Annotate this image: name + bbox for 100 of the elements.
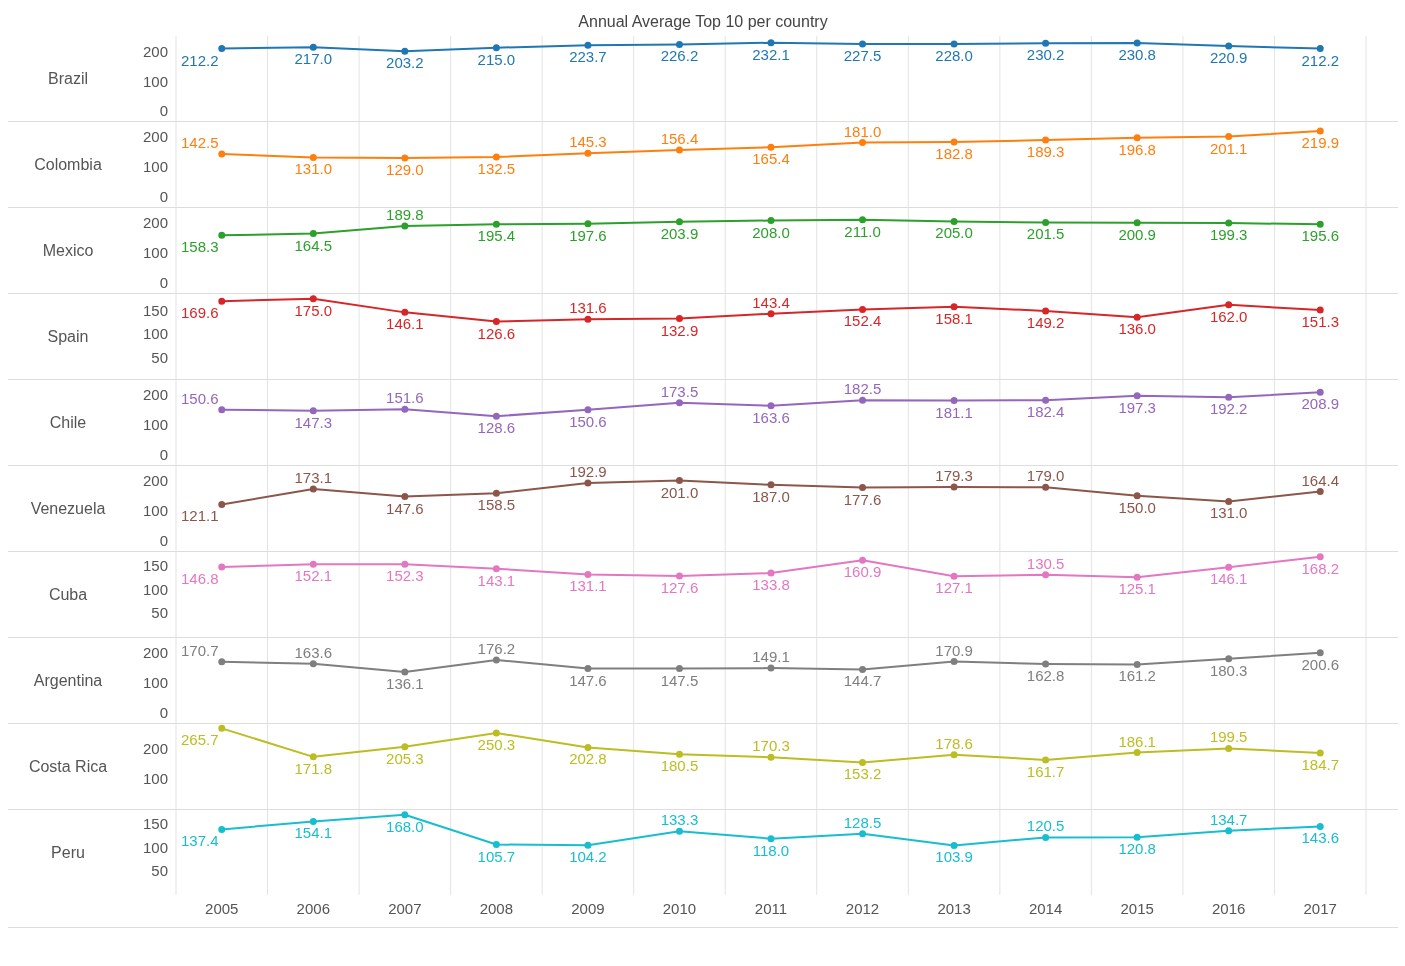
- data-label: 136.1: [386, 674, 424, 692]
- y-axis-title: Colombia: [33, 154, 103, 175]
- data-label: 173.5: [660, 382, 699, 400]
- y-tick-label: 200: [142, 472, 168, 490]
- y-tick-label: 100: [142, 244, 168, 262]
- data-label: 201.0: [660, 483, 699, 501]
- data-label: 163.6: [294, 643, 333, 661]
- data-label: 149.1: [752, 648, 790, 666]
- data-label: 143.4: [752, 293, 790, 311]
- data-label: 143.1: [477, 571, 516, 589]
- y-tick-label: 100: [142, 158, 168, 176]
- data-label: 168.2: [1301, 559, 1339, 577]
- data-label: 250.3: [477, 736, 516, 754]
- y-tick-label: 50: [151, 862, 168, 880]
- y-tick-label: 200: [142, 128, 168, 146]
- data-label: 220.9: [1209, 48, 1248, 66]
- x-tick-label: 2017: [1303, 899, 1337, 917]
- data-label: 136.0: [1118, 320, 1156, 338]
- data-label: 184.7: [1301, 755, 1339, 773]
- data-label: 126.6: [477, 324, 516, 342]
- data-label: 192.9: [569, 463, 607, 481]
- y-tick-label: 100: [142, 416, 168, 434]
- data-label: 130.5: [1026, 554, 1065, 572]
- data-label: 203.2: [386, 54, 424, 72]
- data-label: 195.4: [477, 227, 516, 245]
- x-tick-label: 2013: [937, 899, 971, 917]
- data-label: 230.2: [1026, 46, 1065, 64]
- data-label: 189.3: [1026, 143, 1065, 161]
- y-tick-label: 0: [159, 187, 168, 205]
- data-label: 131.0: [294, 160, 333, 178]
- data-label: 189.8: [386, 205, 424, 223]
- data-label: 147.3: [294, 413, 333, 431]
- y-tick-label: 200: [142, 739, 168, 757]
- data-label: 181.1: [935, 403, 973, 421]
- data-label: 199.3: [1209, 226, 1248, 244]
- data-label: 153.2: [843, 765, 882, 783]
- y-axis-title: Venezuela: [29, 498, 107, 519]
- data-label: 147.6: [386, 499, 424, 517]
- data-label: 150.0: [1118, 498, 1156, 516]
- y-tick-label: 150: [142, 814, 168, 832]
- data-label: 132.5: [477, 160, 516, 178]
- data-label: 104.2: [569, 848, 607, 866]
- x-tick-label: 2007: [388, 899, 422, 917]
- data-label: 201.1: [1209, 139, 1248, 157]
- data-label: 161.7: [1026, 762, 1065, 780]
- y-axis-title: Costa Rica: [27, 756, 109, 777]
- data-label: 150.6: [569, 412, 607, 430]
- data-label: 161.2: [1118, 667, 1156, 685]
- y-tick-label: 200: [142, 644, 168, 662]
- data-label: 215.0: [477, 50, 516, 68]
- data-label: 182.5: [843, 380, 882, 398]
- data-label: 154.1: [294, 824, 333, 842]
- data-label: 133.3: [660, 811, 699, 829]
- data-label: 164.5: [294, 236, 333, 254]
- y-tick-label: 100: [142, 502, 168, 520]
- x-tick-label: 2011: [754, 899, 788, 917]
- data-label: 146.1: [386, 315, 424, 333]
- data-label: 182.4: [1026, 403, 1065, 421]
- data-label: 105.7: [477, 847, 516, 865]
- data-label: 170.3: [752, 737, 790, 755]
- data-label: 201.5: [1026, 225, 1065, 243]
- data-label: 212.2: [181, 51, 219, 69]
- data-label: 143.6: [1301, 829, 1339, 847]
- data-label: 134.7: [1209, 810, 1248, 828]
- data-label: 170.9: [935, 641, 973, 659]
- data-label: 227.5: [843, 47, 882, 65]
- data-label: 171.8: [294, 759, 333, 777]
- data-label: 129.0: [386, 161, 424, 179]
- data-label: 176.2: [477, 640, 516, 658]
- x-tick-label: 2009: [571, 899, 605, 917]
- data-label: 178.6: [935, 734, 973, 752]
- data-label: 180.5: [660, 757, 699, 775]
- data-label: 169.6: [181, 304, 219, 322]
- data-label: 186.1: [1118, 732, 1156, 750]
- y-tick-label: 200: [142, 214, 168, 232]
- data-label: 151.6: [386, 389, 424, 407]
- data-label: 197.3: [1118, 398, 1156, 416]
- data-label: 120.5: [1026, 817, 1065, 835]
- data-label: 118.0: [752, 841, 790, 859]
- data-label: 158.5: [477, 496, 516, 514]
- data-label: 103.9: [935, 848, 973, 866]
- data-label: 150.6: [181, 389, 219, 407]
- y-tick-label: 100: [142, 674, 168, 692]
- data-label: 211.0: [844, 222, 881, 240]
- data-label: 223.7: [569, 48, 607, 66]
- data-label: 196.8: [1118, 140, 1156, 158]
- data-label: 132.9: [660, 321, 699, 339]
- data-label: 152.3: [386, 567, 424, 585]
- data-label: 226.2: [660, 47, 699, 65]
- data-label: 131.0: [1209, 504, 1248, 522]
- data-label: 152.4: [843, 312, 882, 330]
- data-label: 212.2: [1301, 51, 1339, 69]
- data-label: 197.6: [569, 226, 607, 244]
- y-axis-title: Argentina: [32, 670, 104, 691]
- data-label: 131.6: [569, 299, 607, 317]
- data-label: 127.1: [935, 579, 973, 597]
- y-axis-title: Spain: [46, 326, 90, 347]
- data-label: 160.9: [843, 563, 882, 581]
- data-label: 203.9: [660, 224, 699, 242]
- data-label: 217.0: [294, 50, 333, 68]
